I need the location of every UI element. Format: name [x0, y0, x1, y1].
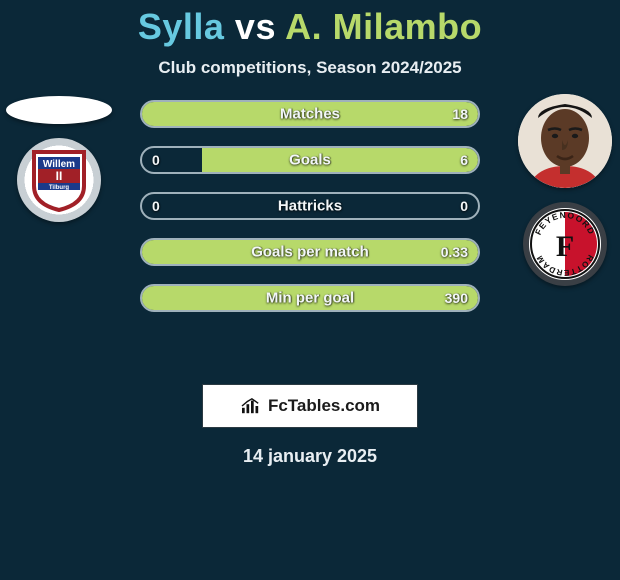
player1-column: Willem II Tilburg [6, 94, 112, 222]
date-text: 14 january 2025 [0, 446, 620, 467]
svg-text:II: II [56, 169, 63, 183]
stat-row: Matches 18 [140, 100, 480, 128]
comparison-card: Sylla vs A. Milambo Club competitions, S… [0, 0, 620, 467]
brand-text: FcTables.com [268, 396, 380, 416]
headline-player1: Sylla [138, 6, 225, 47]
stat-label: Goals per match [142, 244, 478, 261]
headline: Sylla vs A. Milambo [0, 6, 620, 48]
brand-box: FcTables.com [202, 384, 418, 428]
player2-portrait [518, 94, 612, 188]
bar-chart-icon [240, 397, 262, 415]
stat-value-right: 0 [460, 198, 468, 214]
svg-text:Tilburg: Tilburg [49, 185, 70, 191]
willem-ii-shield-icon: Willem II Tilburg [30, 148, 88, 212]
stat-value-right: 390 [445, 290, 468, 306]
headline-vs: vs [235, 6, 276, 47]
club-badge-feyenoord: FEYENOORD ROTTERDAM F [523, 202, 607, 286]
stats-stage: Willem II Tilburg [0, 100, 620, 360]
subtitle: Club competitions, Season 2024/2025 [0, 58, 620, 78]
stat-row: 0 Hattricks 0 [140, 192, 480, 220]
feyenoord-crest-icon: FEYENOORD ROTTERDAM F [529, 208, 601, 280]
svg-text:F: F [556, 230, 574, 263]
stat-row: 0 Goals 6 [140, 146, 480, 174]
stat-label: Goals [142, 152, 478, 169]
stat-rows: Matches 18 0 Goals 6 0 Hattricks 0 [140, 100, 480, 312]
player1-portrait-placeholder [6, 96, 112, 124]
headline-player2: A. Milambo [285, 6, 482, 47]
club-badge-willem-ii: Willem II Tilburg [17, 138, 101, 222]
stat-row: Goals per match 0.33 [140, 238, 480, 266]
stat-label: Hattricks [142, 198, 478, 215]
stat-label: Min per goal [142, 290, 478, 307]
player2-column: FEYENOORD ROTTERDAM F [518, 94, 612, 286]
stat-value-right: 18 [452, 106, 468, 122]
stat-value-right: 0.33 [441, 244, 468, 260]
stat-row: Min per goal 390 [140, 284, 480, 312]
stat-label: Matches [142, 106, 478, 123]
stat-value-right: 6 [460, 152, 468, 168]
